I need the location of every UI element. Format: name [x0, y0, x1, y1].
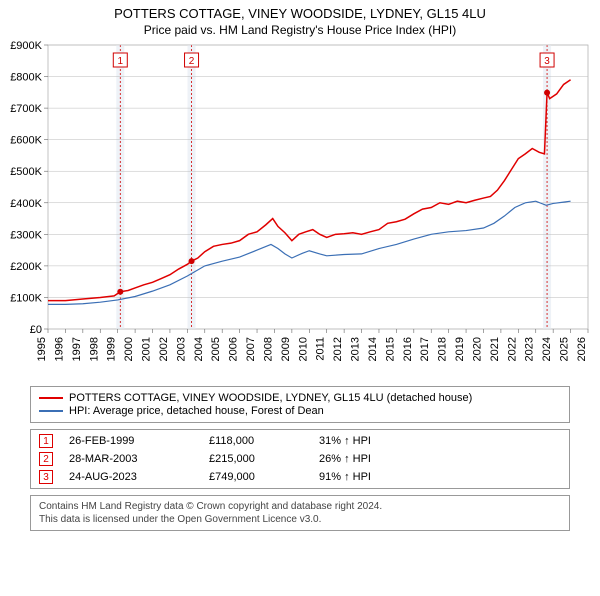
footer-line: This data is licensed under the Open Gov…: [39, 513, 561, 526]
svg-text:2005: 2005: [210, 337, 222, 361]
svg-text:£500K: £500K: [10, 166, 42, 178]
legend-swatch: [39, 397, 63, 399]
sale-date: 28-MAR-2003: [69, 453, 209, 465]
svg-text:2001: 2001: [141, 337, 153, 361]
sale-date: 24-AUG-2023: [69, 471, 209, 483]
svg-text:£100K: £100K: [10, 292, 42, 304]
legend: POTTERS COTTAGE, VINEY WOODSIDE, LYDNEY,…: [30, 386, 570, 423]
svg-text:2002: 2002: [158, 337, 170, 361]
svg-text:1995: 1995: [36, 337, 48, 361]
legend-item: HPI: Average price, detached house, Fore…: [39, 405, 561, 417]
svg-text:2014: 2014: [367, 337, 379, 361]
svg-text:2026: 2026: [576, 337, 588, 361]
svg-text:2018: 2018: [437, 337, 449, 361]
svg-text:2003: 2003: [175, 337, 187, 361]
sale-date: 26-FEB-1999: [69, 435, 209, 447]
sale-price: £749,000: [209, 471, 319, 483]
svg-text:£0: £0: [30, 324, 42, 336]
svg-text:2: 2: [189, 56, 195, 67]
svg-text:2015: 2015: [384, 337, 396, 361]
svg-text:3: 3: [544, 56, 550, 67]
chart-title: POTTERS COTTAGE, VINEY WOODSIDE, LYDNEY,…: [0, 6, 600, 21]
legend-swatch: [39, 410, 63, 412]
svg-text:2021: 2021: [489, 337, 501, 361]
svg-text:2017: 2017: [419, 337, 431, 361]
svg-text:£300K: £300K: [10, 229, 42, 241]
legend-label: POTTERS COTTAGE, VINEY WOODSIDE, LYDNEY,…: [69, 392, 472, 404]
svg-text:2020: 2020: [471, 337, 483, 361]
svg-text:2006: 2006: [228, 337, 240, 361]
svg-text:£200K: £200K: [10, 261, 42, 273]
legend-item: POTTERS COTTAGE, VINEY WOODSIDE, LYDNEY,…: [39, 392, 561, 404]
svg-text:1996: 1996: [53, 337, 65, 361]
svg-text:£900K: £900K: [10, 40, 42, 52]
svg-text:2007: 2007: [245, 337, 257, 361]
sales-table: 1 26-FEB-1999£118,00031% ↑ HPI 2 28-MAR-200…: [30, 429, 570, 489]
svg-text:2019: 2019: [454, 337, 466, 361]
svg-text:£400K: £400K: [10, 198, 42, 210]
sale-price: £215,000: [209, 453, 319, 465]
legend-label: HPI: Average price, detached house, Fore…: [69, 405, 324, 417]
svg-text:1997: 1997: [71, 337, 83, 361]
svg-text:2012: 2012: [332, 337, 344, 361]
svg-text:2016: 2016: [402, 337, 414, 361]
svg-text:2023: 2023: [524, 337, 536, 361]
svg-text:2022: 2022: [506, 337, 518, 361]
svg-text:2013: 2013: [350, 337, 362, 361]
svg-text:£800K: £800K: [10, 72, 42, 84]
svg-text:2000: 2000: [123, 337, 135, 361]
sale-hpi-delta: 91% ↑ HPI: [319, 471, 439, 483]
svg-text:£600K: £600K: [10, 135, 42, 147]
svg-text:2008: 2008: [262, 337, 274, 361]
svg-text:2025: 2025: [559, 337, 571, 361]
svg-text:1998: 1998: [88, 337, 100, 361]
svg-text:2024: 2024: [541, 337, 553, 361]
sale-marker: 3: [39, 470, 53, 484]
svg-text:2011: 2011: [315, 337, 327, 361]
chart-subtitle: Price paid vs. HM Land Registry's House …: [0, 23, 600, 37]
sale-marker: 2: [39, 452, 53, 466]
price-chart: 1 2 3 £0 £100K £200K £300K £400K £500K £600K £700K…: [0, 37, 600, 377]
svg-text:2009: 2009: [280, 337, 292, 361]
sale-price: £118,000: [209, 435, 319, 447]
sale-hpi-delta: 26% ↑ HPI: [319, 453, 439, 465]
svg-text:2010: 2010: [297, 337, 309, 361]
footer-line: Contains HM Land Registry data © Crown c…: [39, 500, 561, 513]
svg-text:£700K: £700K: [10, 103, 42, 115]
sale-marker: 1: [39, 434, 53, 448]
svg-text:1999: 1999: [106, 337, 118, 361]
sale-hpi-delta: 31% ↑ HPI: [319, 435, 439, 447]
svg-text:2004: 2004: [193, 337, 205, 361]
svg-text:1: 1: [118, 56, 124, 67]
attribution-footer: Contains HM Land Registry data © Crown c…: [30, 495, 570, 531]
